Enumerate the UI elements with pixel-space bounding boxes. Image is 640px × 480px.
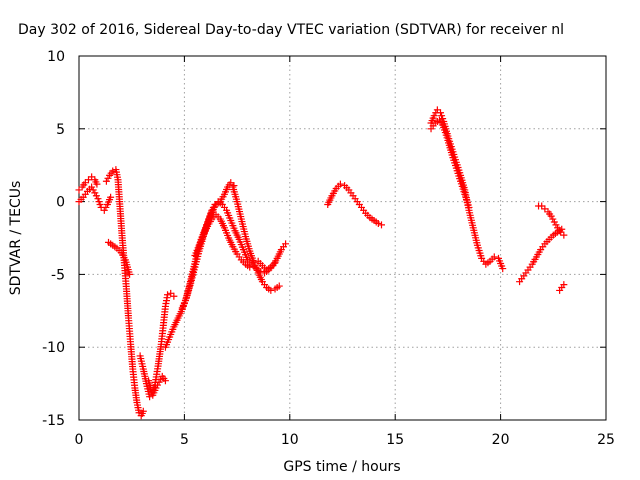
plot-frame [78,55,607,421]
data-point [275,282,283,290]
y-tick-label: -15 [42,413,65,429]
y-axis-label: SDTVAR / TECUs [8,181,24,296]
data-point [109,167,117,175]
y-tick-label: 5 [56,122,65,138]
x-tick-label: 20 [492,432,510,448]
x-tick-label: 5 [180,432,189,448]
data-point [139,407,147,415]
data-point [465,203,473,211]
data-point [93,180,101,188]
y-tick-label: -10 [42,340,65,356]
data-point [499,265,507,273]
data-point [374,219,382,227]
x-tick-labels: 0 5 10 15 20 25 [75,432,615,448]
data-points [75,106,568,420]
x-tick-label: 10 [281,432,299,448]
axis-ticks [78,55,607,421]
data-point [107,193,115,201]
data-point [560,281,568,289]
data-point [490,253,498,261]
x-axis-label: GPS time / hours [283,459,400,475]
data-point [170,292,178,300]
y-tick-label: 0 [56,195,65,211]
x-tick-label: 0 [75,432,84,448]
y-tick-label: -5 [51,267,65,283]
data-point [146,393,154,401]
data-point [560,231,568,239]
data-point [161,377,169,385]
y-tick-labels: -15 -10 -5 0 5 10 [42,49,65,429]
x-tick-label: 15 [386,432,404,448]
data-point [377,221,385,229]
data-point [271,259,279,267]
x-tick-label: 25 [597,432,615,448]
data-point [126,270,134,278]
data-point [164,291,172,299]
data-point [256,267,264,275]
data-point [282,240,290,248]
data-point [267,286,275,294]
y-tick-label: 10 [47,49,65,65]
chart-title: Day 302 of 2016, Sidereal Day-to-day VTE… [18,22,564,38]
data-point [336,180,344,188]
